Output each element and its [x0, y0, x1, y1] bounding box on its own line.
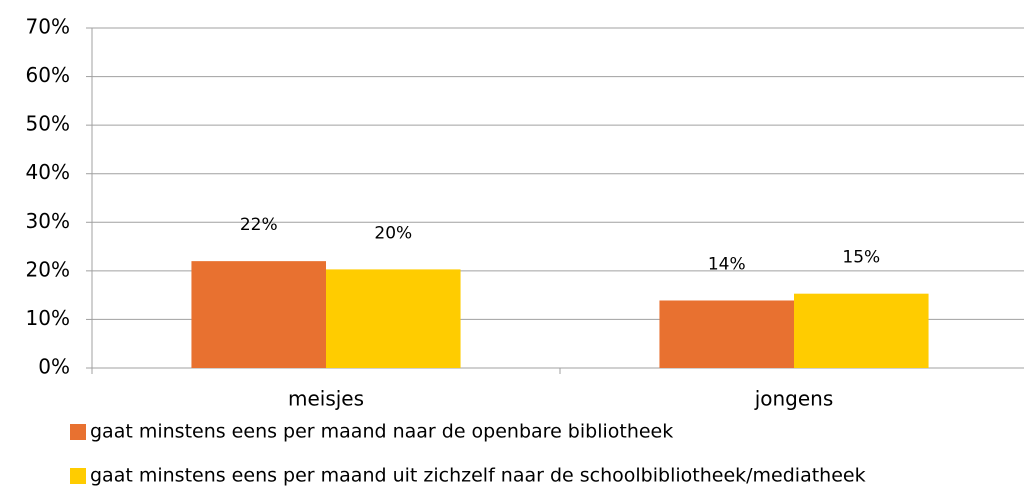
- data-label: 22%: [240, 215, 278, 235]
- y-tick-label: 60%: [26, 63, 70, 87]
- y-tick-label: 30%: [26, 209, 70, 233]
- y-tick-label: 40%: [26, 160, 70, 184]
- x-tick-label: jongens: [754, 387, 834, 411]
- legend-label: gaat minstens eens per maand uit zichzel…: [90, 465, 866, 487]
- bar: [326, 269, 461, 368]
- y-tick-label: 70%: [26, 15, 70, 39]
- legend-label: gaat minstens eens per maand naar de ope…: [90, 421, 673, 443]
- data-label: 14%: [708, 254, 746, 274]
- y-tick-label: 20%: [26, 257, 70, 281]
- y-tick-label: 10%: [26, 306, 70, 330]
- bar: [659, 300, 794, 368]
- y-tick-label: 0%: [38, 355, 70, 379]
- data-label: 15%: [842, 248, 880, 268]
- x-tick-label: meisjes: [288, 387, 364, 411]
- bar: [794, 293, 929, 368]
- bar: [191, 261, 326, 368]
- legend-swatch: [70, 424, 86, 440]
- data-label: 20%: [374, 223, 412, 243]
- y-tick-label: 50%: [26, 112, 70, 136]
- legend-swatch: [70, 468, 86, 484]
